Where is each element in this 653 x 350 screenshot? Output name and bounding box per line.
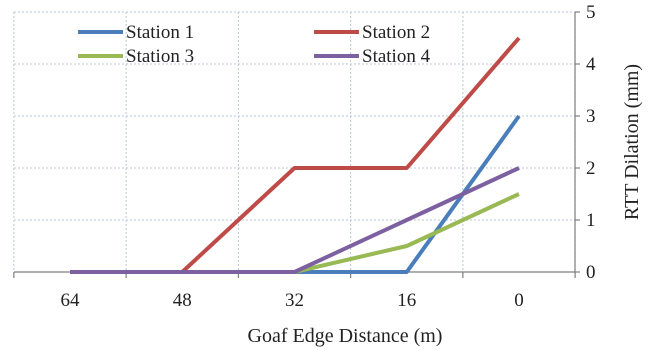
series-line-4	[70, 166, 520, 274]
legend-item-3: Station 3	[78, 46, 194, 67]
x-tick-label: 16	[397, 290, 416, 311]
y-tick-label: 1	[586, 210, 596, 231]
grid	[13, 11, 576, 272]
y-tick-label: 2	[586, 158, 596, 179]
x-tick-label: 64	[61, 290, 81, 311]
series-lines	[70, 36, 521, 274]
axes	[13, 11, 580, 278]
legend: Station 1 Station 2 Station 3 Station 4	[78, 22, 431, 67]
y-axis-label: RTT Dilation (mm)	[621, 64, 643, 220]
legend-label: Station 1	[126, 22, 194, 43]
x-axis-label: Goaf Edge Distance (m)	[248, 325, 443, 347]
legend-label: Station 4	[362, 46, 431, 67]
y-tick-label: 0	[586, 262, 596, 283]
y-tick-label: 4	[586, 54, 596, 75]
x-tick-label: 48	[173, 290, 192, 311]
legend-item-2: Station 2	[314, 22, 430, 43]
legend-label: Station 3	[126, 46, 194, 67]
x-tick-labels: 64 48 32 16 0	[61, 290, 524, 311]
y-tick-label: 3	[586, 106, 596, 127]
series-line-2	[70, 36, 521, 274]
legend-label: Station 2	[362, 22, 430, 43]
y-tick-label: 5	[586, 2, 596, 23]
x-tick-label: 32	[285, 290, 304, 311]
legend-item-1: Station 1	[78, 22, 194, 43]
x-tick-label: 0	[514, 290, 524, 311]
legend-item-4: Station 4	[314, 46, 431, 67]
series-line-3	[70, 192, 520, 274]
series-line-1	[70, 114, 521, 274]
y-tick-labels: 0 1 2 3 4 5	[586, 2, 596, 283]
